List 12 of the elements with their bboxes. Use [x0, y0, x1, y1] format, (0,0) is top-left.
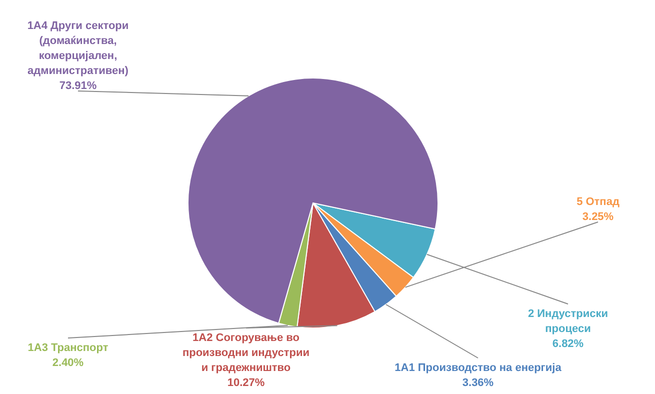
slice-label: 2 Индустриски процеси	[528, 308, 608, 335]
data-label: 2.40%	[52, 357, 84, 369]
slice-label: 1A2 Согорување во производни индустрии и градежништво	[182, 332, 310, 374]
slice-label: 1A1 Производство на енергија	[394, 362, 562, 374]
data-label: 73.91%	[59, 80, 97, 92]
data-label: 10.27%	[227, 377, 265, 389]
data-label: 3.36%	[462, 377, 494, 389]
data-label: 6.82%	[552, 338, 584, 350]
slice-label: 1A4 Други сектори (домаќинства, комерцијален, административен)	[27, 20, 129, 77]
data-label: 3.25%	[582, 211, 614, 223]
slice-label: 1A3 Транспорт	[28, 342, 109, 354]
slice-label: 5 Отпад	[576, 196, 620, 208]
